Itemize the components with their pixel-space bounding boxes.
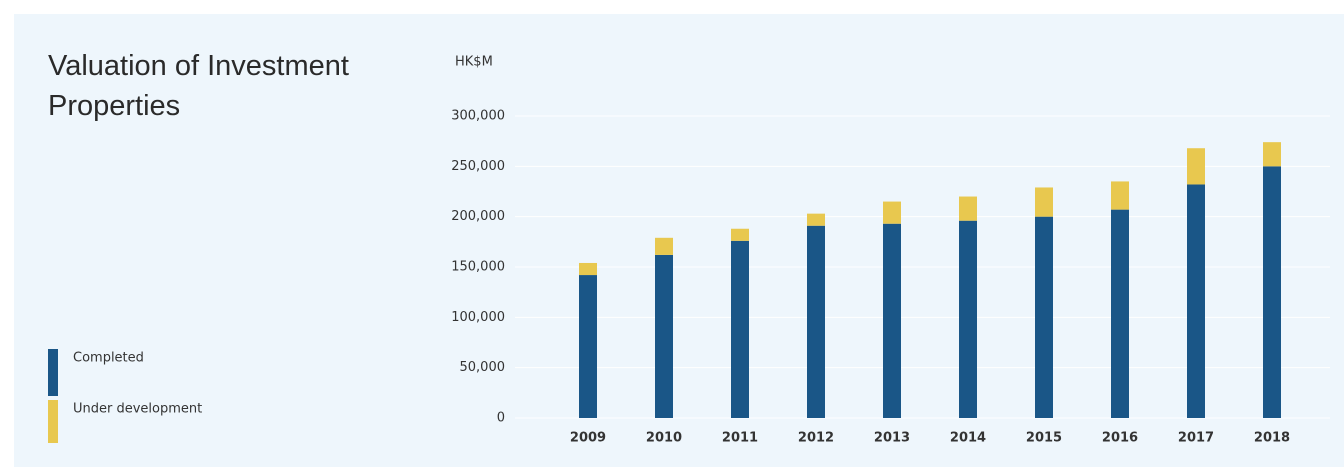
legend-label: Completed: [73, 351, 144, 366]
bar-segment: [1263, 142, 1281, 167]
bar-segment: [731, 240, 749, 418]
y-tick-label: 300,000: [451, 109, 505, 124]
legend-label: Under development: [73, 402, 202, 417]
bar-segment: [731, 228, 749, 241]
bar-segment: [959, 220, 977, 418]
y-tick-label: 50,000: [460, 360, 506, 375]
x-tick-label: 2016: [1102, 431, 1138, 446]
x-tick-label: 2012: [798, 431, 834, 446]
legend-swatch: [48, 400, 58, 443]
x-tick-label: 2010: [646, 431, 682, 446]
bar-segment: [655, 237, 673, 255]
x-tick-label: 2011: [722, 431, 758, 446]
x-tick-label: 2013: [874, 431, 910, 446]
bar-segment: [1187, 148, 1205, 185]
bar-segment: [807, 225, 825, 418]
x-tick-label: 2015: [1026, 431, 1062, 446]
y-tick-label: 200,000: [451, 209, 505, 224]
bar-segment: [883, 223, 901, 418]
bar-segment: [807, 213, 825, 226]
y-axis-label: HK$M: [455, 55, 493, 70]
bar-segment: [1111, 181, 1129, 210]
bar-segment: [579, 262, 597, 276]
bar-segment: [883, 201, 901, 224]
bar-segment: [1263, 166, 1281, 418]
y-tick-label: 100,000: [451, 310, 505, 325]
chart-title: Valuation of Investment Properties: [48, 50, 349, 122]
legend-swatch: [48, 349, 58, 396]
y-tick-label: 0: [497, 411, 505, 426]
x-tick-label: 2017: [1178, 431, 1214, 446]
y-tick-label: 150,000: [451, 260, 505, 275]
bar-segment: [579, 275, 597, 418]
x-tick-label: 2018: [1254, 431, 1290, 446]
bar-segment: [1111, 209, 1129, 418]
bar-segment: [959, 196, 977, 221]
x-tick-label: 2009: [570, 431, 606, 446]
bar-segment: [655, 254, 673, 418]
bar-segment: [1187, 184, 1205, 418]
bar-segment: [1035, 187, 1053, 217]
x-tick-label: 2014: [950, 431, 986, 446]
y-tick-label: 250,000: [451, 159, 505, 174]
bar-segment: [1035, 216, 1053, 418]
